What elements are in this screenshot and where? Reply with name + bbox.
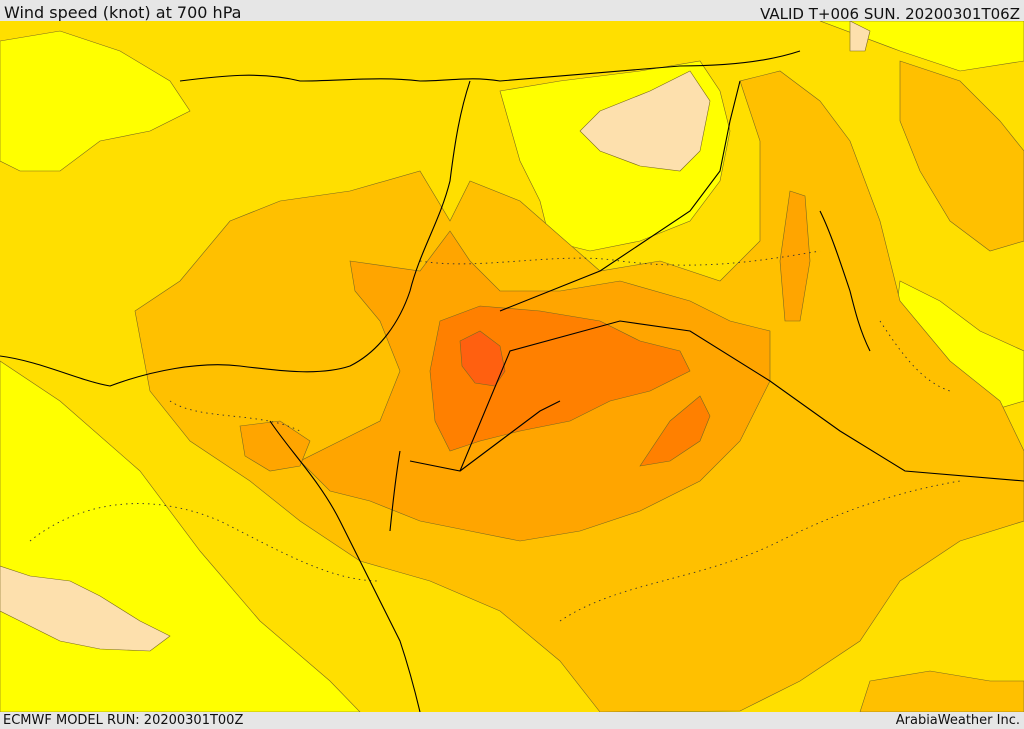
map-title: Wind speed (knot) at 700 hPa [4, 3, 242, 22]
highest-wind-zones [459, 330, 506, 387]
zone-elevated-northeast [899, 60, 1024, 252]
zone-very-high-tongue [639, 395, 711, 467]
lowest-wind-zones [0, 21, 871, 652]
valid-time: VALID T+006 SUN. 20200301T06Z [760, 5, 1020, 23]
zone-elevated-bottom [859, 670, 1024, 712]
contour-dotted-2 [419, 250, 821, 266]
borders-and-coastlines [0, 50, 1024, 712]
model-run-label: ECMWF MODEL RUN: 20200301T00Z [3, 713, 244, 728]
map-canvas [0, 21, 1024, 712]
zone-high-ridge [779, 190, 811, 322]
footer-bar: ECMWF MODEL RUN: 20200301T00Z ArabiaWeat… [0, 712, 1024, 729]
zone-highest-core [459, 330, 506, 387]
coastline-gulf-aqaba [389, 450, 401, 532]
zone-lowest-small [849, 21, 871, 52]
border-saudi [459, 400, 561, 472]
border-jordan [409, 320, 1024, 482]
coastline-persian-gulf [819, 210, 871, 352]
coastline-red-sea [269, 420, 421, 712]
contour-dotted-3 [559, 480, 961, 622]
zone-lowest-north [579, 70, 711, 172]
zone-high-sinai [239, 420, 311, 472]
credit-label: ArabiaWeather Inc. [895, 713, 1020, 728]
contour-dotted-5 [879, 320, 951, 392]
border-iraq-syria [499, 80, 741, 312]
zone-low-northwest [0, 30, 191, 172]
dotted-contours [29, 250, 961, 622]
zone-low-top-right [819, 21, 1024, 72]
zone-lowest-west [0, 565, 171, 652]
wind-speed-map[interactable] [0, 21, 1024, 712]
header-bar: Wind speed (knot) at 700 hPa VALID T+006… [0, 0, 1024, 23]
coastline-turkey [179, 50, 801, 82]
coastline-mediterranean [0, 80, 471, 387]
